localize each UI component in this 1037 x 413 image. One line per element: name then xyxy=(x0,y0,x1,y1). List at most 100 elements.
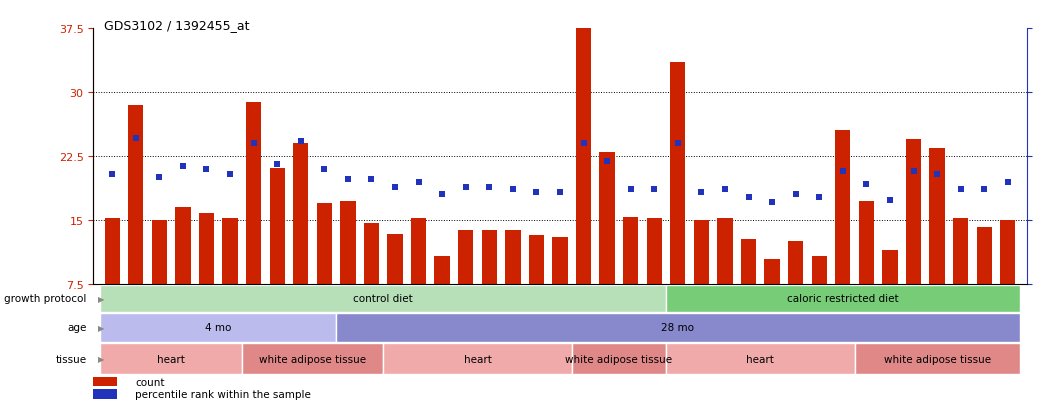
Bar xyxy=(336,313,1019,342)
Text: heart: heart xyxy=(158,354,185,364)
Point xyxy=(174,164,191,170)
Bar xyxy=(340,202,356,348)
Point xyxy=(269,161,285,168)
Point xyxy=(811,194,828,201)
Bar xyxy=(435,256,450,348)
Point xyxy=(411,179,427,185)
Bar xyxy=(316,204,332,348)
Bar xyxy=(151,221,167,348)
Bar xyxy=(505,231,521,348)
Bar xyxy=(458,231,473,348)
Point xyxy=(929,171,946,178)
Bar xyxy=(670,63,685,348)
Bar xyxy=(129,106,143,348)
Point xyxy=(835,169,851,175)
Bar xyxy=(384,343,571,375)
Point xyxy=(505,187,522,193)
Text: white adipose tissue: white adipose tissue xyxy=(259,354,366,364)
Point xyxy=(104,171,120,178)
Bar xyxy=(242,343,384,375)
Text: control diet: control diet xyxy=(354,293,413,304)
Point xyxy=(598,159,615,165)
Text: 28 mo: 28 mo xyxy=(662,323,695,332)
Bar xyxy=(764,259,780,348)
Text: GDS3102 / 1392455_at: GDS3102 / 1392455_at xyxy=(104,19,249,31)
Bar xyxy=(666,343,854,375)
Bar xyxy=(599,152,615,348)
Point xyxy=(740,194,757,201)
Text: count: count xyxy=(135,377,165,387)
Point xyxy=(576,140,592,147)
Bar xyxy=(576,29,591,348)
Bar xyxy=(270,169,285,348)
Point xyxy=(222,171,239,178)
Text: ▶: ▶ xyxy=(97,354,104,363)
Point xyxy=(670,140,686,147)
Bar xyxy=(101,313,336,342)
Point xyxy=(905,169,922,175)
Bar xyxy=(929,148,945,348)
Point xyxy=(952,187,969,193)
Text: ▶: ▶ xyxy=(97,323,104,332)
Point xyxy=(528,189,544,196)
Bar xyxy=(788,242,804,348)
Bar xyxy=(953,218,969,348)
Bar xyxy=(694,221,709,348)
Text: white adipose tissue: white adipose tissue xyxy=(884,354,990,364)
Point xyxy=(646,187,663,193)
Point xyxy=(387,184,403,191)
Bar xyxy=(199,214,214,348)
Bar xyxy=(882,250,898,348)
Text: ▶: ▶ xyxy=(97,294,104,303)
Bar xyxy=(623,217,639,348)
Bar xyxy=(977,228,991,348)
Point xyxy=(128,135,144,142)
Point xyxy=(292,138,309,145)
Point xyxy=(858,181,874,188)
Bar xyxy=(93,377,116,387)
Bar xyxy=(906,140,921,348)
Point xyxy=(151,174,168,180)
Point xyxy=(622,187,639,193)
Text: percentile rank within the sample: percentile rank within the sample xyxy=(135,389,311,399)
Point xyxy=(764,199,781,206)
Point xyxy=(481,184,498,191)
Point xyxy=(246,140,262,147)
Bar xyxy=(175,208,191,348)
Bar xyxy=(740,239,756,348)
Point xyxy=(1000,179,1016,185)
Point xyxy=(881,197,898,204)
Point xyxy=(717,187,733,193)
Bar xyxy=(105,218,120,348)
Text: tissue: tissue xyxy=(55,354,86,364)
Point xyxy=(433,192,450,198)
Bar xyxy=(222,219,237,348)
Point xyxy=(198,166,215,173)
Text: age: age xyxy=(67,323,86,332)
Text: heart: heart xyxy=(464,354,492,364)
Text: white adipose tissue: white adipose tissue xyxy=(565,354,672,364)
Bar xyxy=(101,343,242,375)
Text: 4 mo: 4 mo xyxy=(205,323,231,332)
Point xyxy=(693,189,709,196)
Bar xyxy=(647,218,662,348)
Point xyxy=(976,187,992,193)
Bar xyxy=(364,223,380,348)
Point xyxy=(457,184,474,191)
Point xyxy=(552,189,568,196)
Text: heart: heart xyxy=(747,354,775,364)
Bar xyxy=(812,256,826,348)
Bar xyxy=(835,131,850,348)
Bar xyxy=(246,103,261,348)
Bar xyxy=(1000,221,1015,348)
Bar xyxy=(571,343,666,375)
Bar xyxy=(529,236,544,348)
Point xyxy=(363,176,380,183)
Bar xyxy=(854,343,1019,375)
Point xyxy=(339,176,356,183)
Bar xyxy=(666,285,1019,312)
Bar xyxy=(411,218,426,348)
Bar xyxy=(481,231,497,348)
Bar xyxy=(93,389,116,399)
Text: growth protocol: growth protocol xyxy=(4,293,86,304)
